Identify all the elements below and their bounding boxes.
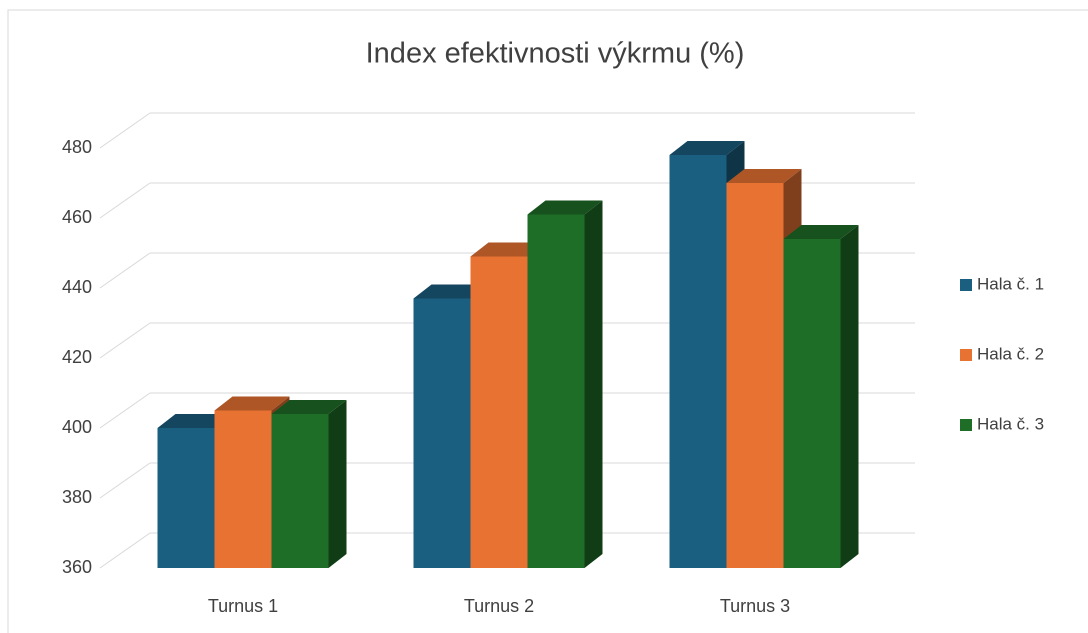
legend-label: Hala č. 3 xyxy=(977,414,1044,433)
bar-front xyxy=(157,428,215,568)
bar-side xyxy=(584,200,603,568)
bar-top xyxy=(527,200,603,215)
y-tick-label: 460 xyxy=(62,207,92,227)
bar xyxy=(271,400,347,568)
legend-swatch xyxy=(960,349,972,361)
legend-swatch xyxy=(960,419,972,431)
bar xyxy=(527,200,603,568)
grid-line-side xyxy=(99,322,151,359)
x-tick-label: Turnus 1 xyxy=(208,596,278,616)
legend-label: Hala č. 1 xyxy=(977,274,1044,293)
bar-side xyxy=(840,225,859,568)
bar-top xyxy=(783,225,859,239)
y-tick-label: 400 xyxy=(62,417,92,437)
grid-line xyxy=(99,112,915,149)
bar-top xyxy=(214,396,290,411)
legend-swatch xyxy=(960,279,972,291)
bar-front xyxy=(783,239,841,568)
x-tick-label: Turnus 3 xyxy=(720,596,790,616)
chart-border xyxy=(7,9,1088,633)
y-tick-label: 420 xyxy=(62,347,92,367)
x-tick-label: Turnus 2 xyxy=(464,596,534,616)
grid-line-side xyxy=(99,532,151,569)
bar-front xyxy=(527,214,585,568)
grid-line-side xyxy=(99,392,151,429)
bar-front xyxy=(726,183,784,568)
y-tick-label: 440 xyxy=(62,277,92,297)
bar-front xyxy=(271,414,329,568)
chart-title: Index efektivnosti výkrmu (%) xyxy=(366,38,745,70)
bar-front xyxy=(669,155,727,568)
bar-front xyxy=(470,256,528,568)
bar-front xyxy=(214,410,272,568)
legend-label: Hala č. 2 xyxy=(977,344,1044,363)
bar-top xyxy=(413,284,489,299)
y-tick-label: 480 xyxy=(62,137,92,157)
grid-line-side xyxy=(99,462,151,499)
bar-top xyxy=(726,169,802,183)
bar-top xyxy=(157,414,233,428)
bar-front xyxy=(413,298,471,568)
grid-line-side xyxy=(99,252,151,289)
y-tick-label: 360 xyxy=(62,557,92,577)
bar-top xyxy=(271,400,347,414)
bar xyxy=(783,225,859,568)
bar-side xyxy=(328,400,347,568)
y-tick-label: 380 xyxy=(62,487,92,507)
bar-top xyxy=(669,141,745,155)
grid-line-side xyxy=(99,182,151,219)
grid-line-side xyxy=(99,112,151,149)
bar-top xyxy=(470,242,546,257)
